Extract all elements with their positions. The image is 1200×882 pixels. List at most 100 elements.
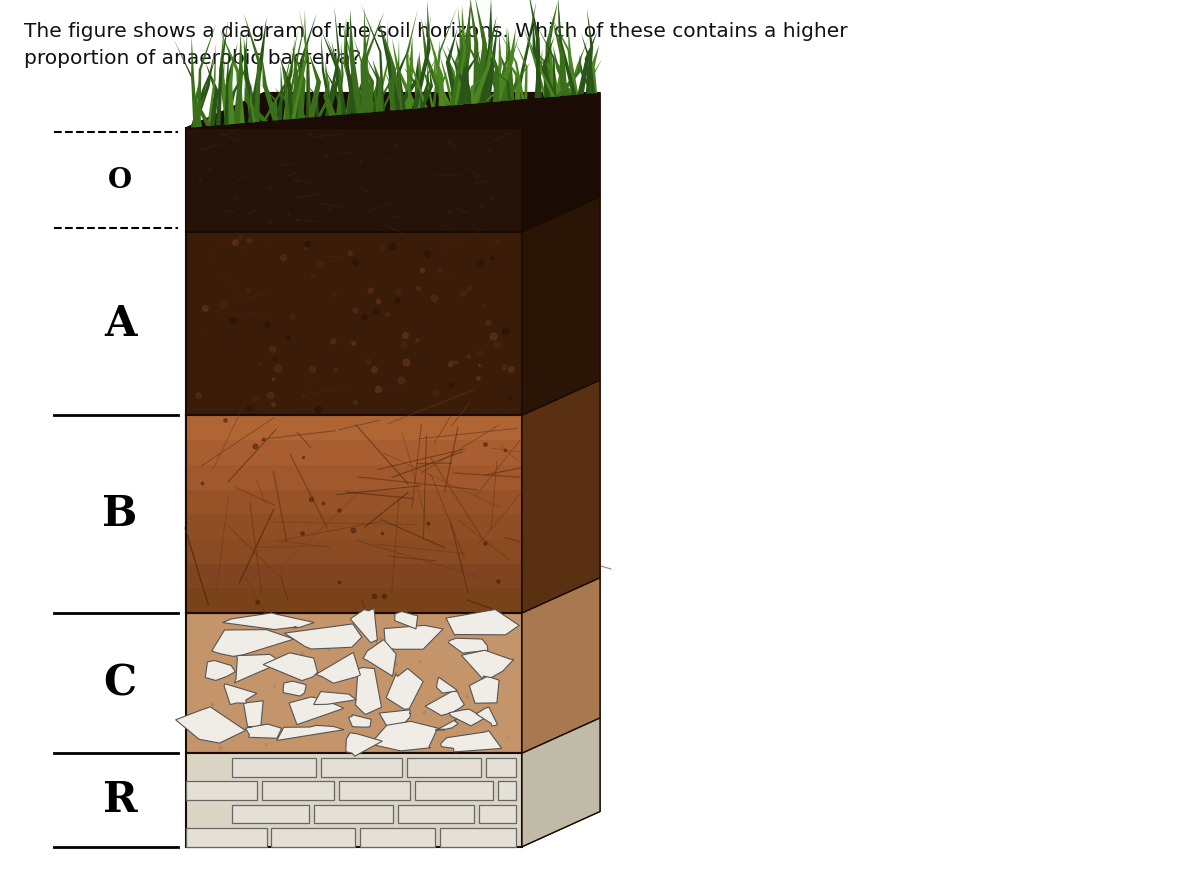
Polygon shape (191, 58, 216, 127)
Polygon shape (226, 46, 232, 124)
Polygon shape (205, 63, 218, 126)
Polygon shape (460, 34, 469, 104)
Polygon shape (349, 10, 362, 113)
Polygon shape (498, 51, 510, 101)
Polygon shape (366, 64, 377, 112)
Polygon shape (244, 13, 260, 122)
Text: R: R (103, 779, 137, 821)
Polygon shape (205, 661, 235, 681)
Polygon shape (469, 676, 499, 703)
Polygon shape (515, 1, 536, 100)
Polygon shape (216, 20, 228, 125)
Polygon shape (281, 58, 306, 118)
Polygon shape (568, 40, 588, 95)
Polygon shape (406, 48, 427, 108)
Polygon shape (418, 62, 430, 108)
Polygon shape (457, 56, 473, 104)
Polygon shape (502, 35, 518, 101)
Polygon shape (360, 4, 385, 111)
Polygon shape (234, 654, 281, 683)
Polygon shape (545, 1, 558, 97)
Polygon shape (532, 48, 559, 96)
Polygon shape (373, 76, 380, 111)
Polygon shape (508, 28, 515, 101)
Polygon shape (338, 781, 410, 800)
Polygon shape (440, 828, 516, 847)
Polygon shape (432, 49, 444, 106)
Polygon shape (186, 613, 522, 753)
Polygon shape (386, 669, 424, 709)
Polygon shape (584, 30, 598, 93)
Polygon shape (260, 84, 277, 120)
Polygon shape (522, 380, 600, 613)
Polygon shape (284, 16, 306, 119)
Polygon shape (283, 681, 306, 696)
Polygon shape (425, 691, 464, 715)
Polygon shape (244, 36, 256, 123)
Polygon shape (440, 730, 502, 752)
Polygon shape (245, 84, 268, 121)
Polygon shape (550, 15, 575, 95)
Polygon shape (274, 87, 290, 119)
Polygon shape (283, 62, 293, 119)
Polygon shape (558, 0, 566, 95)
Polygon shape (426, 53, 439, 107)
Polygon shape (336, 41, 343, 115)
Polygon shape (425, 19, 446, 106)
Polygon shape (194, 81, 211, 126)
Polygon shape (380, 71, 394, 111)
Text: The figure shows a diagram of the soil horizons. Which of these contains a highe: The figure shows a diagram of the soil h… (24, 22, 847, 41)
Polygon shape (224, 684, 257, 705)
Polygon shape (416, 71, 432, 108)
Polygon shape (480, 0, 492, 102)
Polygon shape (402, 36, 413, 109)
Polygon shape (542, 35, 554, 97)
Polygon shape (175, 706, 246, 743)
Polygon shape (250, 82, 256, 122)
Polygon shape (272, 38, 295, 121)
Polygon shape (397, 43, 412, 109)
Polygon shape (305, 82, 319, 116)
Polygon shape (350, 609, 377, 643)
Polygon shape (412, 13, 431, 108)
Polygon shape (244, 29, 259, 122)
Polygon shape (288, 47, 299, 119)
Polygon shape (522, 578, 600, 753)
Polygon shape (450, 6, 463, 105)
Polygon shape (246, 724, 282, 738)
Polygon shape (191, 35, 198, 127)
Polygon shape (476, 707, 498, 726)
Polygon shape (449, 639, 488, 653)
Polygon shape (371, 721, 445, 751)
Polygon shape (313, 804, 392, 824)
Polygon shape (485, 23, 498, 102)
Polygon shape (325, 41, 341, 116)
Polygon shape (211, 630, 294, 656)
Polygon shape (186, 828, 266, 847)
Polygon shape (397, 804, 474, 824)
Polygon shape (523, 25, 547, 97)
Polygon shape (284, 624, 361, 649)
Polygon shape (455, 27, 468, 104)
Polygon shape (499, 32, 524, 99)
Polygon shape (522, 93, 600, 232)
Polygon shape (450, 6, 470, 105)
Polygon shape (475, 0, 487, 103)
Polygon shape (522, 93, 600, 232)
Polygon shape (192, 94, 206, 127)
Polygon shape (522, 578, 600, 753)
Polygon shape (293, 43, 310, 118)
Polygon shape (186, 465, 522, 490)
Polygon shape (342, 23, 354, 114)
Polygon shape (186, 128, 522, 232)
Polygon shape (289, 697, 343, 725)
Polygon shape (479, 804, 516, 824)
Polygon shape (502, 50, 514, 101)
Polygon shape (325, 6, 340, 116)
Polygon shape (472, 36, 492, 103)
Polygon shape (186, 93, 600, 128)
Polygon shape (263, 653, 318, 681)
Polygon shape (539, 55, 560, 96)
Polygon shape (316, 653, 360, 684)
Polygon shape (283, 29, 298, 119)
